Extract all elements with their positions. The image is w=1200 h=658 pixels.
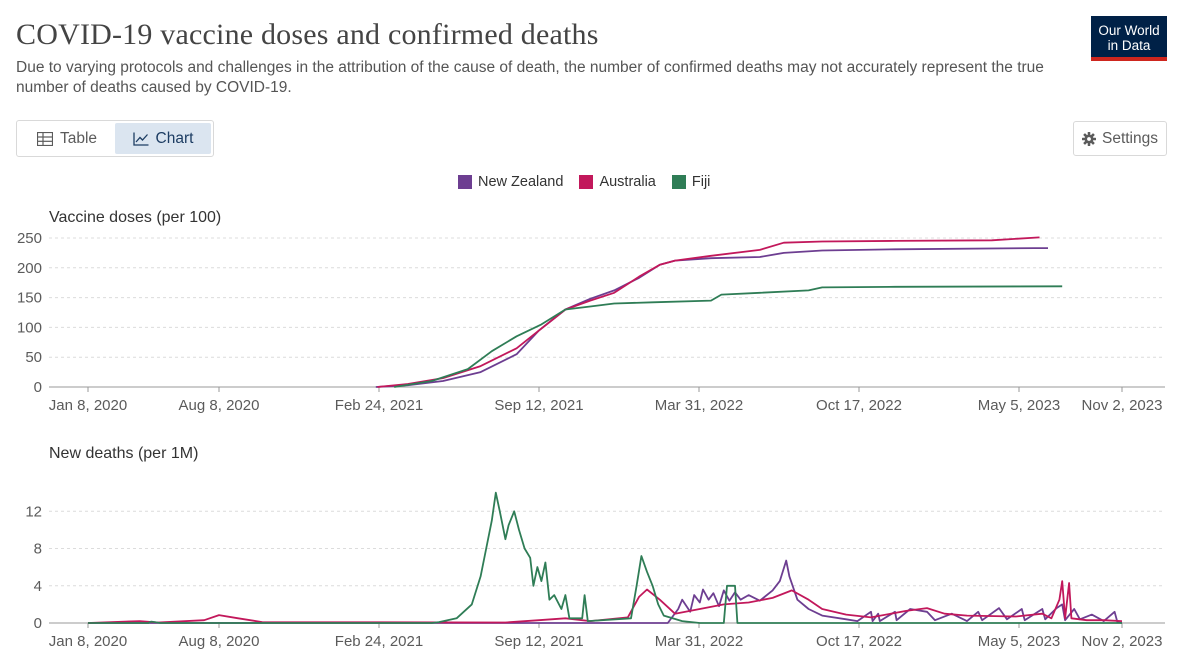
logo-line-2: in Data xyxy=(1107,38,1151,53)
y-tick-label: 0 xyxy=(34,615,42,632)
x-tick-label: Mar 31, 2022 xyxy=(655,397,743,414)
series-line-australia[interactable] xyxy=(377,236,1040,388)
x-tick-label: Nov 2, 2023 xyxy=(1082,397,1163,414)
x-tick-label: Aug 8, 2020 xyxy=(179,633,260,650)
tab-chart-label: Chart xyxy=(155,129,194,147)
x-tick-label: Oct 17, 2022 xyxy=(816,397,902,414)
vaccine-doses-chart: 0 50 100 150 200 250 Jan 8, 2020 Aug 8, 2020 Feb… xyxy=(17,230,1165,414)
chart-subtitle: Due to varying protocols and challenges … xyxy=(16,59,1044,96)
x-tick-label: Mar 31, 2022 xyxy=(655,633,743,650)
x-tick-label: Aug 8, 2020 xyxy=(179,397,260,414)
y-tick-label: 4 xyxy=(34,578,42,595)
x-tick-label: Oct 17, 2022 xyxy=(816,633,902,650)
legend-swatch-australia xyxy=(579,175,594,189)
x-tick-label: Feb 24, 2021 xyxy=(335,397,423,414)
series-line-new-zealand[interactable] xyxy=(88,559,1123,624)
x-tick-label: Feb 24, 2021 xyxy=(335,633,423,650)
x-tick-label: Jan 8, 2020 xyxy=(49,633,127,650)
logo-line-1: Our World xyxy=(1098,23,1160,38)
y-tick-label: 250 xyxy=(17,230,42,247)
x-tick-label: Sep 12, 2021 xyxy=(494,633,583,650)
legend-swatch-fiji xyxy=(671,175,686,189)
legend-swatch-new-zealand xyxy=(458,175,472,189)
y-tick-label: 8 xyxy=(34,541,42,558)
x-tick-label: May 5, 2023 xyxy=(978,397,1061,414)
new-deaths-chart: 0 4 8 12 Jan 8, 2020 Aug 8, 2020 Feb 24, 2021 S… xyxy=(25,491,1165,650)
x-tick-label: May 5, 2023 xyxy=(978,633,1061,650)
y-tick-label: 200 xyxy=(17,260,42,277)
tab-table[interactable]: Table xyxy=(19,123,115,154)
series-line-australia[interactable] xyxy=(87,580,1123,624)
y-tick-label: 0 xyxy=(34,379,42,396)
gear-icon xyxy=(1081,131,1096,146)
legend-label-new-zealand: New Zealand xyxy=(478,174,564,190)
y-tick-label: 100 xyxy=(17,319,42,336)
y-tick-label: 50 xyxy=(25,349,42,366)
x-tick-label: Jan 8, 2020 xyxy=(49,397,127,414)
y-tick-label: 150 xyxy=(17,290,42,307)
legend-item-new-zealand[interactable]: New Zealand xyxy=(458,174,563,190)
deaths-chart-title: New deaths (per 1M) xyxy=(49,445,198,462)
legend-label-australia: Australia xyxy=(599,174,656,190)
view-toggle: Table Chart xyxy=(16,120,214,157)
tab-chart[interactable]: Chart xyxy=(115,123,211,154)
settings-label: Settings xyxy=(1101,129,1158,147)
legend-item-australia[interactable]: Australia xyxy=(579,174,656,190)
series-line-new-zealand[interactable] xyxy=(375,247,1048,388)
x-tick-label: Nov 2, 2023 xyxy=(1082,633,1163,650)
line-chart-icon xyxy=(132,132,149,146)
tab-table-label: Table xyxy=(59,129,98,147)
table-icon xyxy=(36,131,53,146)
legend-item-fiji[interactable]: Fiji xyxy=(671,174,711,190)
owid-logo[interactable]: Our World in Data xyxy=(1091,16,1167,61)
chart-title: COVID-19 vaccine doses and confirmed dea… xyxy=(16,18,599,51)
series-line-fiji[interactable] xyxy=(394,285,1063,388)
legend-label-fiji: Fiji xyxy=(691,174,711,190)
y-tick-label: 12 xyxy=(25,503,42,520)
settings-button[interactable]: Settings xyxy=(1073,121,1167,156)
x-tick-label: Sep 12, 2021 xyxy=(494,397,583,414)
series-line-fiji[interactable] xyxy=(88,491,1122,624)
vaccine-chart-title: Vaccine doses (per 100) xyxy=(49,209,221,226)
chart-legend: New Zealand Australia Fiji xyxy=(458,174,710,190)
